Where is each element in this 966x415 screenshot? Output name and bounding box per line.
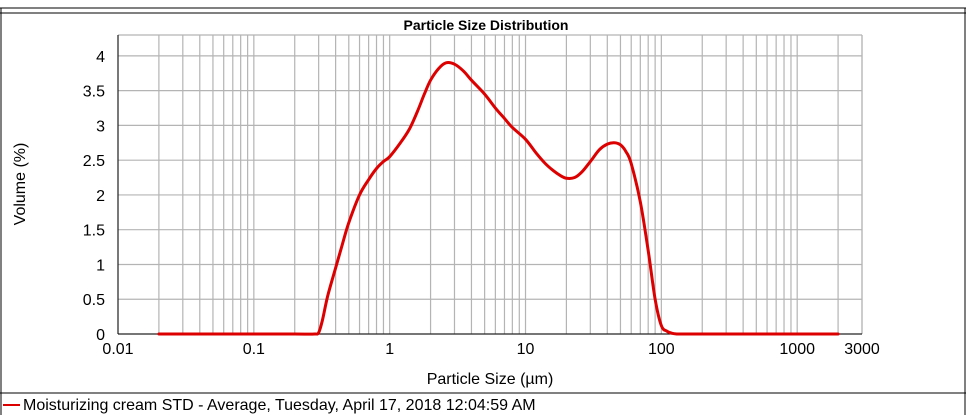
legend: Moisturizing cream STD - Average, Tuesda… [3, 397, 536, 414]
y-axis-label: Volume (%) [12, 143, 29, 226]
x-axis-label: Particle Size (µm) [427, 371, 554, 388]
x-tick-label: 1 [385, 341, 394, 358]
grid [117, 34, 863, 335]
y-tick-labels: 0 0.5 1 1.5 2 2.5 3 3.5 4 [83, 49, 105, 344]
y-tick-label: 1 [96, 257, 105, 274]
axes [117, 35, 862, 335]
legend-entry: Moisturizing cream STD - Average, Tuesda… [23, 397, 536, 414]
y-tick-label: 3 [96, 118, 105, 135]
y-tick-label: 0 [96, 327, 105, 344]
series-layer [157, 61, 840, 336]
x-tick-labels: 0.01 0.1 1 10 100 1000 3000 [102, 341, 879, 358]
y-tick-label: 2 [96, 188, 105, 205]
x-tick-label: 0.1 [243, 341, 265, 358]
x-tick-label: 1000 [779, 341, 815, 358]
y-tick-label: 3.5 [83, 84, 105, 101]
x-tick-label: 3000 [844, 341, 880, 358]
series-line [157, 61, 840, 336]
y-tick-label: 4 [96, 49, 105, 66]
y-tick-label: 0.5 [83, 292, 105, 309]
y-tick-label: 2.5 [83, 153, 105, 170]
x-tick-label: 100 [648, 341, 675, 358]
x-tick-label: 10 [517, 341, 535, 358]
chart-title: Particle Size Distribution [404, 17, 569, 33]
x-tick-label: 0.01 [102, 341, 133, 358]
y-tick-label: 1.5 [83, 223, 105, 240]
